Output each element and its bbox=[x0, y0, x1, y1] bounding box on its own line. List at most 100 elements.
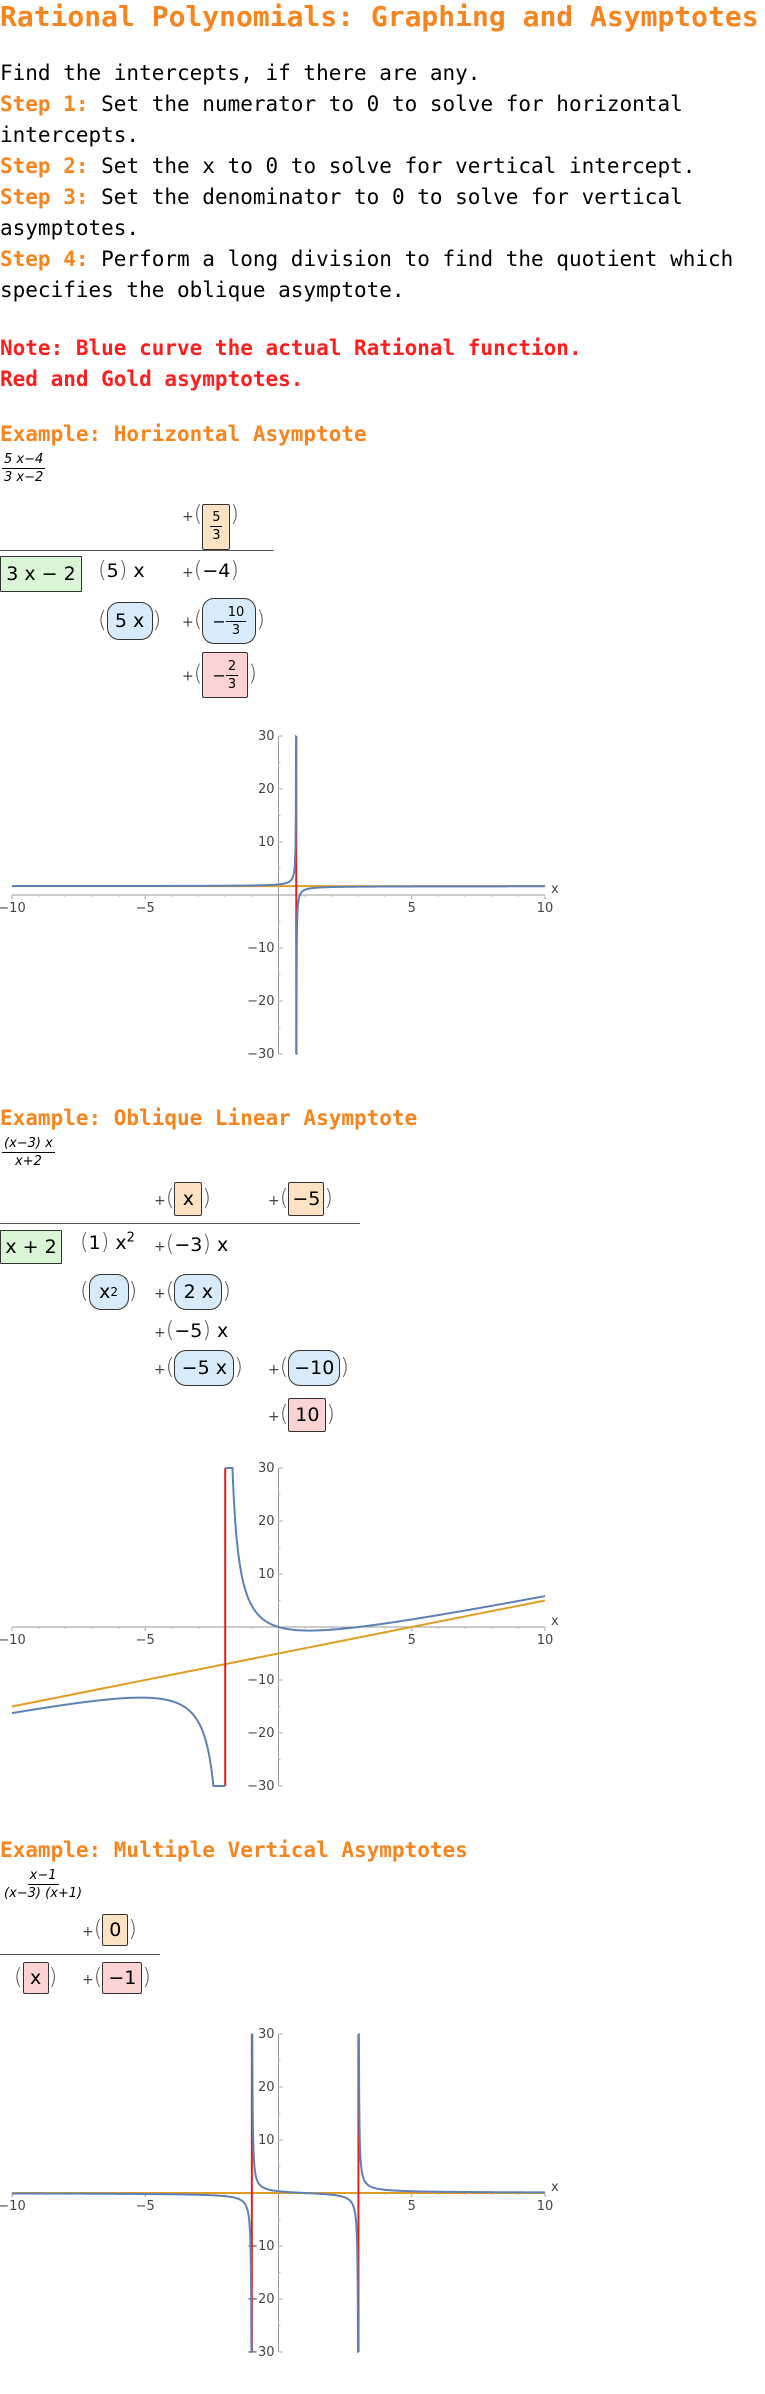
row-b: +(−5) x bbox=[154, 1318, 229, 1343]
dividend-lead: (1) x2 bbox=[80, 1230, 135, 1255]
subtract-1b: +(−10 3) bbox=[182, 598, 265, 644]
plus-sign: + bbox=[182, 509, 194, 525]
page-title: Rational Polynomials: Graphing and Asymp… bbox=[0, 0, 759, 33]
var: x bbox=[115, 1232, 127, 1254]
plus-sign: + bbox=[82, 1924, 94, 1940]
step-label: Step 4: bbox=[0, 247, 89, 271]
term: −5 x bbox=[174, 1350, 235, 1386]
denominator: 3 x−2 bbox=[4, 470, 44, 485]
y-tick-label: 30 bbox=[258, 2027, 275, 2042]
num: 2 bbox=[225, 658, 239, 676]
y-tick-label: −30 bbox=[247, 2345, 274, 2360]
y-tick-label: −20 bbox=[247, 2292, 274, 2307]
term: x bbox=[22, 1962, 49, 1994]
function-curve bbox=[11, 1696, 226, 1787]
y-tick-label: −10 bbox=[247, 1673, 274, 1688]
row-a-2: +(2 x) bbox=[154, 1274, 231, 1310]
y-tick-label: −20 bbox=[247, 1726, 274, 1741]
plus-sign: + bbox=[154, 1193, 166, 1209]
y-tick-label: 20 bbox=[258, 2080, 275, 2095]
var: x bbox=[216, 1320, 229, 1342]
step-label: Step 2: bbox=[0, 154, 89, 178]
q-term: 0 bbox=[102, 1914, 129, 1946]
x-tick-label: 5 bbox=[408, 2199, 416, 2214]
plus-sign: + bbox=[154, 1362, 166, 1378]
row-3a: (x) bbox=[14, 1962, 57, 1994]
numerator: x−1 bbox=[27, 1868, 59, 1885]
example-2-title: Example: Oblique Linear Asymptote bbox=[0, 1106, 418, 1130]
y-tick-label: 20 bbox=[258, 782, 275, 797]
x-tick-label: 5 bbox=[408, 901, 416, 916]
x-tick-label: −5 bbox=[136, 901, 155, 916]
subtract-1: (5 x) bbox=[98, 602, 161, 640]
y-tick-label: 10 bbox=[258, 2133, 275, 2148]
instructions: Find the intercepts, if there are any. S… bbox=[0, 58, 760, 306]
term: −1 bbox=[102, 1962, 143, 1994]
plus-sign: + bbox=[182, 668, 194, 685]
q-term: −5 bbox=[288, 1182, 325, 1216]
q-num: 5 bbox=[210, 510, 223, 527]
sign: − bbox=[212, 611, 226, 631]
plus-sign: + bbox=[154, 1286, 166, 1302]
function-curve bbox=[12, 735, 298, 888]
remainder: 10 bbox=[288, 1398, 327, 1432]
note-line-2: Red and Gold asymptotes. bbox=[0, 367, 304, 391]
coef: −5 bbox=[174, 1320, 203, 1342]
x-tick-label: 10 bbox=[537, 901, 554, 916]
denominator: (x−3) (x+1) bbox=[4, 1886, 83, 1901]
x-tick-label: −5 bbox=[136, 2199, 155, 2214]
y-tick-label: −10 bbox=[247, 941, 274, 956]
y-tick-label: −30 bbox=[247, 1047, 274, 1062]
dividend-lead: (5) x bbox=[98, 558, 145, 583]
y-tick-label: 30 bbox=[258, 729, 275, 744]
graph-oblique-asymptote: −10 −5 5 10 −30 −20 −10 10 20 30 x bbox=[0, 1461, 559, 1794]
term: 2 x bbox=[174, 1274, 223, 1310]
step-text: Set the denominator to 0 to solve for ve… bbox=[0, 185, 683, 240]
plus-sign: + bbox=[82, 1972, 94, 1988]
const: −4 bbox=[202, 560, 231, 582]
num: 10 bbox=[225, 604, 247, 622]
y-tick-label: −20 bbox=[247, 994, 274, 1009]
denominator: x+2 bbox=[14, 1154, 42, 1169]
intro-text: Find the intercepts, if there are any. bbox=[0, 61, 481, 85]
division-bar bbox=[0, 550, 274, 551]
gold-asymptote bbox=[11, 1599, 546, 1708]
sign: − bbox=[212, 665, 226, 685]
power: 2 bbox=[110, 1285, 119, 1299]
x-tick-label: 10 bbox=[537, 2199, 554, 2214]
var: x bbox=[99, 1281, 111, 1303]
q-term: x bbox=[174, 1182, 203, 1216]
quotient-1: +(5 3) bbox=[182, 502, 239, 550]
graph-horizontal-asymptote: −10 −5 5 10 −30 −20 −10 10 20 30 x bbox=[0, 729, 559, 1062]
den: 3 bbox=[231, 622, 241, 638]
y-tick-label: −10 bbox=[247, 2239, 274, 2254]
note-line-1: Note: Blue curve the actual Rational fun… bbox=[0, 336, 582, 360]
var: x bbox=[133, 560, 145, 582]
x-axis-label: x bbox=[551, 2180, 559, 2195]
function-3: x−1 (x−3) (x+1) bbox=[2, 1868, 84, 1901]
note: Note: Blue curve the actual Rational fun… bbox=[0, 333, 582, 395]
step-text: Set the numerator to 0 to solve for hori… bbox=[0, 92, 683, 147]
function-curve bbox=[295, 885, 545, 1055]
step-4: Step 4: Perform a long division to find … bbox=[0, 244, 760, 306]
x-tick-label: −5 bbox=[136, 1633, 155, 1648]
y-tick-label: −30 bbox=[247, 1779, 274, 1794]
row-c-2: +(−10) bbox=[268, 1350, 349, 1386]
coef: −3 bbox=[174, 1234, 203, 1256]
term: −10 bbox=[288, 1350, 341, 1386]
row-a-1: (x 2) bbox=[80, 1274, 137, 1310]
step-text: Set the x to 0 to solve for vertical int… bbox=[88, 154, 696, 178]
coef: 5 bbox=[106, 560, 119, 582]
step-3: Step 3: Set the denominator to 0 to solv… bbox=[0, 182, 760, 244]
step-label: Step 1: bbox=[0, 92, 89, 116]
y-tick-label: 20 bbox=[258, 1514, 275, 1529]
row-c-1: +(−5 x) bbox=[154, 1350, 243, 1386]
x-tick-label: −10 bbox=[0, 1633, 26, 1648]
q-den: 3 bbox=[212, 528, 221, 543]
step-1: Step 1: Set the numerator to 0 to solve … bbox=[0, 89, 760, 151]
dividend-mid: +(−3) x bbox=[154, 1232, 229, 1257]
step-2: Step 2: Set the x to 0 to solve for vert… bbox=[0, 151, 760, 182]
x-tick-label: −10 bbox=[0, 901, 26, 916]
function-2: (x−3) x x+2 bbox=[2, 1136, 55, 1169]
function-curve bbox=[357, 2033, 545, 2194]
